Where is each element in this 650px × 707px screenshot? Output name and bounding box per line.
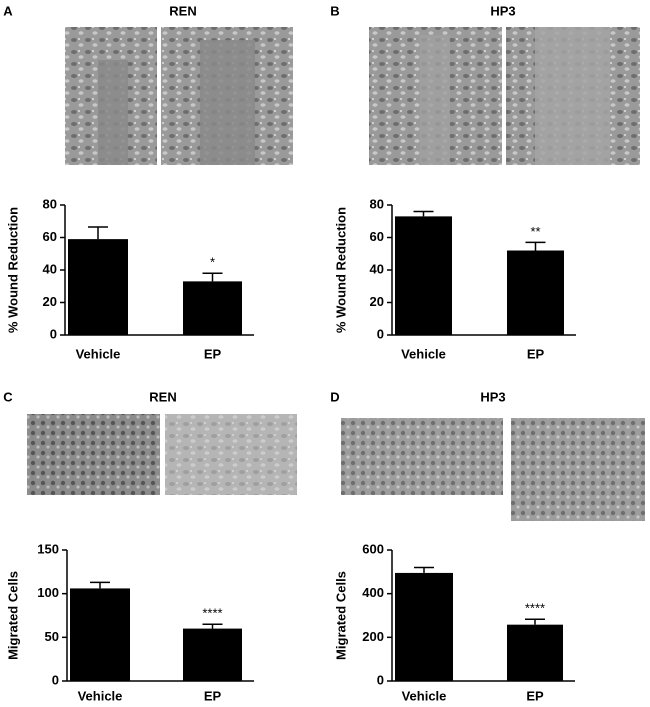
error-bar bbox=[88, 226, 108, 240]
y-axis-label: Migrated Cells bbox=[333, 571, 348, 660]
y-tick-label: 0 bbox=[50, 326, 57, 341]
significance: * bbox=[210, 255, 215, 270]
significance: **** bbox=[202, 606, 222, 621]
error-bar bbox=[90, 581, 110, 589]
panel-letter: B bbox=[330, 3, 339, 18]
micrographs bbox=[27, 27, 645, 521]
bar bbox=[70, 588, 130, 681]
y-tick-label: 600 bbox=[362, 541, 384, 556]
panel-title: REN bbox=[169, 3, 196, 18]
y-tick-label: 50 bbox=[45, 629, 59, 644]
panel-title: REN bbox=[149, 389, 176, 404]
y-tick-label: 150 bbox=[37, 541, 59, 556]
panel-title: HP3 bbox=[480, 389, 505, 404]
error-bar bbox=[202, 272, 223, 282]
bar bbox=[395, 216, 452, 335]
panel-letter: C bbox=[3, 389, 13, 404]
panel-letter: A bbox=[3, 3, 13, 18]
x-tick-label: Vehicle bbox=[402, 688, 447, 703]
x-tick-label: EP bbox=[527, 346, 545, 361]
y-tick-label: 0 bbox=[52, 672, 59, 687]
y-tick-label: 40 bbox=[43, 261, 57, 276]
x-tick-label: Vehicle bbox=[401, 346, 446, 361]
bar bbox=[183, 281, 242, 335]
bar bbox=[507, 624, 563, 681]
significance: **** bbox=[525, 601, 545, 616]
error-bar bbox=[413, 210, 434, 217]
x-tick-label: Vehicle bbox=[78, 688, 123, 703]
error-bar bbox=[202, 623, 223, 629]
y-tick-label: 80 bbox=[43, 196, 57, 211]
bar bbox=[68, 239, 128, 335]
bar bbox=[395, 572, 453, 681]
x-tick-label: Vehicle bbox=[76, 346, 121, 361]
x-tick-label: EP bbox=[204, 688, 222, 703]
y-tick-label: 0 bbox=[377, 672, 384, 687]
error-bar bbox=[525, 241, 546, 251]
y-tick-label: 400 bbox=[362, 585, 384, 600]
panel-title: HP3 bbox=[490, 3, 515, 18]
x-tick-label: EP bbox=[526, 688, 544, 703]
y-tick-label: 40 bbox=[370, 261, 384, 276]
y-tick-label: 20 bbox=[43, 294, 57, 309]
bar bbox=[183, 628, 242, 681]
significance: ** bbox=[530, 224, 540, 239]
error-bar bbox=[414, 566, 434, 573]
y-axis-label: % Wound Reduction bbox=[5, 207, 20, 333]
bar bbox=[507, 250, 564, 335]
y-tick-label: 100 bbox=[37, 585, 59, 600]
y-tick-label: 80 bbox=[370, 196, 384, 211]
panel-letter: D bbox=[330, 389, 339, 404]
x-tick-label: EP bbox=[204, 346, 222, 361]
y-tick-label: 20 bbox=[370, 294, 384, 309]
y-tick-label: 60 bbox=[43, 229, 57, 244]
y-tick-label: 200 bbox=[362, 629, 384, 644]
y-axis-label: % Wound Reduction bbox=[333, 207, 348, 333]
y-tick-label: 0 bbox=[377, 326, 384, 341]
y-tick-label: 60 bbox=[370, 229, 384, 244]
error-bar bbox=[525, 618, 545, 625]
y-axis-label: Migrated Cells bbox=[5, 571, 20, 660]
